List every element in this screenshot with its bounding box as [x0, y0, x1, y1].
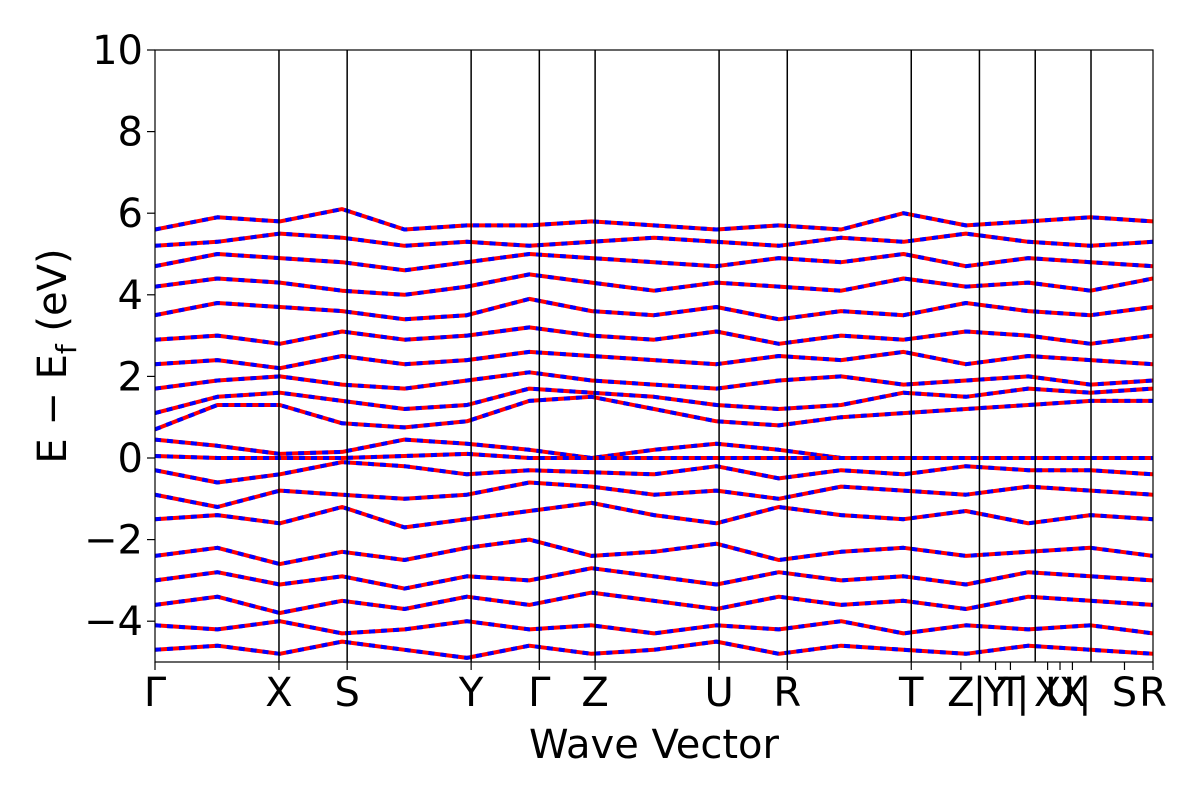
- band-spin-up-9: [155, 639, 1153, 660]
- x-tick-label: Γ: [528, 670, 551, 716]
- x-tick-label: R: [773, 670, 801, 716]
- band-spin-up-10: [155, 394, 1153, 432]
- x-axis-ticks: Γ X S Y Γ Z U R T Z|YT| XUX| S R: [144, 662, 1167, 716]
- x-axis-label: Wave Vector: [529, 722, 780, 768]
- y-tick-label: 0: [118, 436, 143, 482]
- x-tick-label: S: [1112, 670, 1137, 716]
- band-spin-down-6: [155, 566, 1153, 591]
- y-axis-ticks: −4 −2 0 2 4 6 8 10: [84, 28, 155, 645]
- x-tick-label: T: [997, 670, 1023, 716]
- x-tick-label: U: [1045, 670, 1074, 716]
- band-spin-up-16: [155, 272, 1153, 297]
- band-spin-down-19: [155, 207, 1153, 232]
- x-tick-label: X: [1034, 670, 1061, 716]
- x-tick-label: |: [1016, 670, 1029, 716]
- x-tick-label: X: [265, 670, 292, 716]
- x-tick-label: Γ: [144, 670, 167, 716]
- x-tick-label: S: [334, 670, 359, 716]
- x-tick-label: U: [704, 670, 733, 716]
- x-tick-label: R: [1139, 670, 1167, 716]
- band-spin-down-1: [155, 451, 1153, 460]
- y-tick-label: −2: [84, 518, 143, 564]
- x-tick-label: T: [898, 670, 924, 716]
- x-tick-label: Z: [581, 670, 608, 716]
- band-spin-up-12: [155, 370, 1153, 391]
- plot-frame: [154, 49, 1154, 663]
- y-axis-label-subscript: f: [50, 343, 83, 354]
- band-spin-up-13: [155, 349, 1153, 371]
- x-tick-label: Y: [982, 670, 1008, 716]
- y-axis-label-unit: (eV): [30, 248, 76, 344]
- y-axis-label: E − Ef (eV): [30, 248, 83, 463]
- y-tick-label: 8: [118, 110, 143, 156]
- band-spin-up-17: [155, 252, 1153, 273]
- x-tick-label: Y: [458, 670, 484, 716]
- band-spin-up-6: [155, 566, 1153, 591]
- x-tick-label: |: [973, 670, 986, 716]
- x-tick-label: X: [1059, 670, 1086, 716]
- y-tick-label: 4: [118, 273, 143, 319]
- y-tick-label: 2: [118, 354, 143, 400]
- y-axis-label-main: E − E: [30, 354, 76, 464]
- x-tick-label: |: [1078, 670, 1091, 716]
- band-spin-up-2: [155, 460, 1153, 485]
- band-spin-down-4: [155, 500, 1153, 530]
- band-spin-down-15: [155, 296, 1153, 322]
- band-spin-down-10: [155, 394, 1153, 432]
- band-spin-down-5: [155, 537, 1153, 567]
- band-spin-up-8: [155, 619, 1153, 636]
- x-tick-label: Z: [947, 670, 974, 716]
- kpath-separator-lines: [278, 50, 1092, 662]
- band-spin-down-2: [155, 460, 1153, 485]
- y-tick-label: 6: [118, 191, 143, 237]
- y-tick-label: −4: [84, 599, 143, 645]
- band-spin-down-7: [155, 590, 1153, 615]
- band-spin-up-18: [155, 231, 1153, 248]
- band-spin-up-0: [155, 437, 1153, 460]
- band-lines: [155, 207, 1153, 660]
- band-spin-up-14: [155, 325, 1153, 346]
- band-spin-down-11: [155, 386, 1153, 416]
- band-spin-down-3: [155, 480, 1153, 509]
- y-tick-label: 10: [92, 28, 143, 74]
